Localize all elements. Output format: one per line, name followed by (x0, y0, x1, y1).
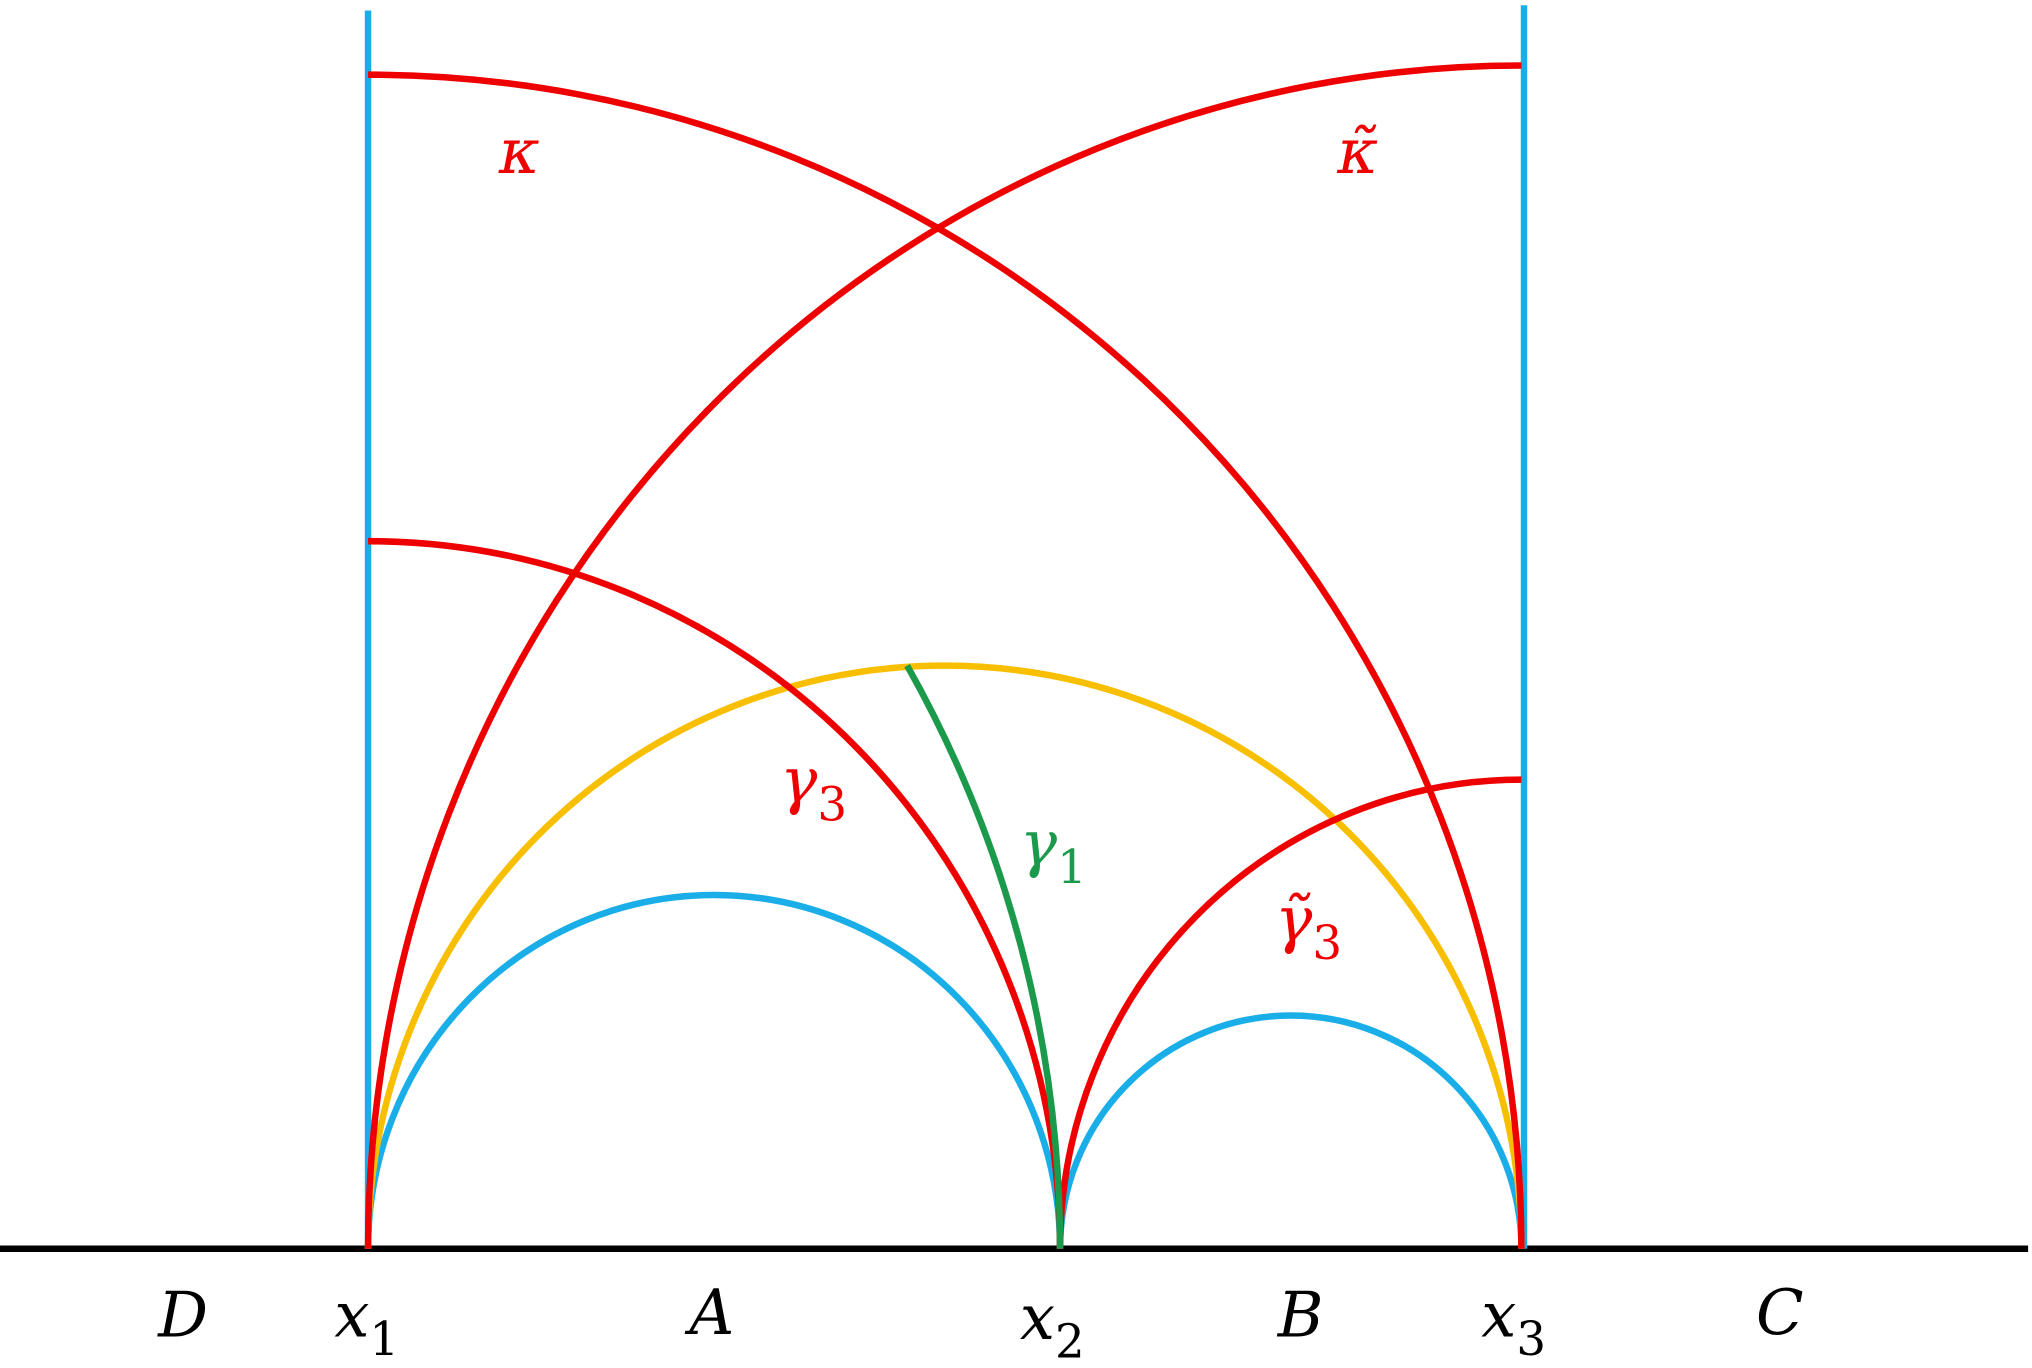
label: x2 (1020, 1281, 1085, 1368)
label-text: x (1020, 1281, 1055, 1354)
kappa-tilde-arc (364, 62, 1522, 1249)
gamma1-arc (904, 664, 1064, 1249)
label: γ̃3 (1275, 883, 1342, 972)
label-text: B (1277, 1278, 1324, 1351)
label: x1 (334, 1278, 399, 1367)
gamma3-tilde-arc (1056, 776, 1522, 1249)
semicircle-a (364, 891, 1064, 1249)
label-subscript: 1 (1057, 840, 1087, 895)
label: A (684, 1276, 734, 1349)
label: D (157, 1278, 208, 1351)
label-text: C (1756, 1276, 1804, 1349)
label: C (1756, 1276, 1804, 1349)
label-text: D (157, 1278, 208, 1351)
kappa-arc (368, 71, 1525, 1249)
label-subscript: 3 (1312, 916, 1342, 971)
yellow-arc (364, 662, 1525, 1249)
label-text: γ̃ (1275, 883, 1313, 956)
label: κ (498, 115, 540, 188)
label: κ̃ (1336, 115, 1378, 188)
label-text: x (334, 1278, 369, 1351)
semicircle-b (1056, 1012, 1525, 1249)
label: γ1 (1020, 807, 1087, 896)
label-subscript: 3 (817, 777, 847, 832)
label: B (1277, 1278, 1324, 1351)
label-text: κ̃ (1336, 115, 1378, 188)
label-subscript: 2 (1055, 1314, 1085, 1368)
label: x3 (1481, 1278, 1546, 1367)
label-subscript: 1 (369, 1312, 399, 1367)
label-text: γ (780, 744, 818, 817)
label: γ3 (780, 744, 847, 833)
label-text: γ (1020, 807, 1058, 880)
label-subscript: 3 (1516, 1312, 1546, 1367)
gamma3-arc (368, 537, 1064, 1249)
label-text: A (684, 1276, 734, 1349)
label-text: x (1481, 1278, 1516, 1351)
label-text: κ (498, 115, 540, 188)
